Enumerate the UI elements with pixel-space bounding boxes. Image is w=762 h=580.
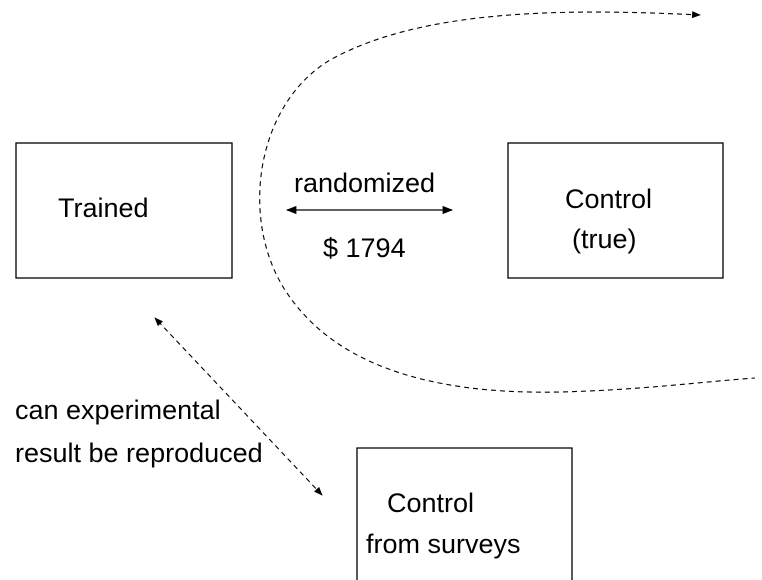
node-label: (true) <box>572 224 637 254</box>
boundary-curve <box>259 11 756 393</box>
node-box <box>507 142 724 279</box>
node-label: Control <box>387 488 474 518</box>
edge-label: randomized <box>294 168 435 198</box>
edge-arrow <box>154 317 323 496</box>
node-label: Control <box>565 184 652 214</box>
edge-label: result be reproduced <box>15 438 263 468</box>
node-label: Trained <box>58 193 149 223</box>
node-label: from surveys <box>366 529 521 559</box>
node-box <box>356 447 573 580</box>
edge-label: $ 1794 <box>323 233 406 263</box>
node-box <box>15 142 233 279</box>
edge-label: can experimental <box>15 395 221 425</box>
